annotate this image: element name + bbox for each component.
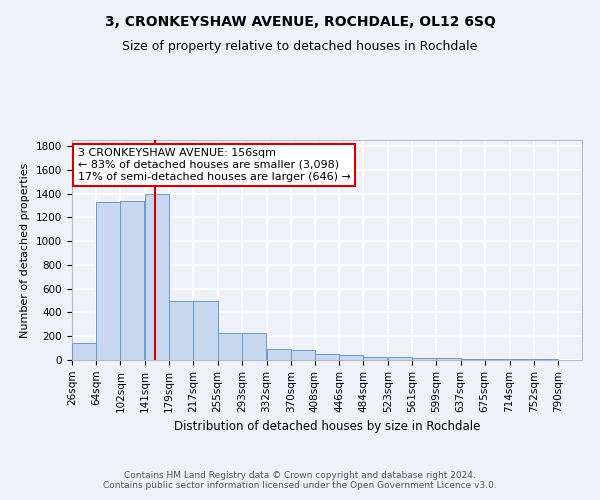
Bar bbox=[339, 354, 363, 360]
Text: 3 CRONKEYSHAW AVENUE: 156sqm
← 83% of detached houses are smaller (3,098)
17% of: 3 CRONKEYSHAW AVENUE: 156sqm ← 83% of de… bbox=[78, 148, 350, 182]
Text: Size of property relative to detached houses in Rochdale: Size of property relative to detached ho… bbox=[122, 40, 478, 53]
Bar bbox=[436, 358, 461, 360]
Bar bbox=[363, 357, 388, 360]
Bar bbox=[412, 358, 436, 360]
Bar bbox=[72, 344, 96, 360]
Bar bbox=[533, 359, 558, 360]
Bar bbox=[169, 300, 193, 360]
Bar bbox=[461, 359, 485, 360]
Bar bbox=[509, 359, 533, 360]
Bar bbox=[266, 350, 291, 360]
Text: 3, CRONKEYSHAW AVENUE, ROCHDALE, OL12 6SQ: 3, CRONKEYSHAW AVENUE, ROCHDALE, OL12 6S… bbox=[104, 15, 496, 29]
Bar bbox=[193, 300, 218, 360]
Bar bbox=[145, 194, 169, 360]
Text: Contains HM Land Registry data © Crown copyright and database right 2024.
Contai: Contains HM Land Registry data © Crown c… bbox=[103, 470, 497, 490]
Bar bbox=[291, 350, 315, 360]
Bar bbox=[388, 357, 412, 360]
Y-axis label: Number of detached properties: Number of detached properties bbox=[20, 162, 31, 338]
Bar bbox=[242, 332, 266, 360]
Bar bbox=[315, 354, 339, 360]
Bar bbox=[121, 201, 145, 360]
Bar bbox=[218, 332, 242, 360]
Bar bbox=[485, 359, 509, 360]
X-axis label: Distribution of detached houses by size in Rochdale: Distribution of detached houses by size … bbox=[174, 420, 480, 433]
Bar bbox=[96, 202, 121, 360]
